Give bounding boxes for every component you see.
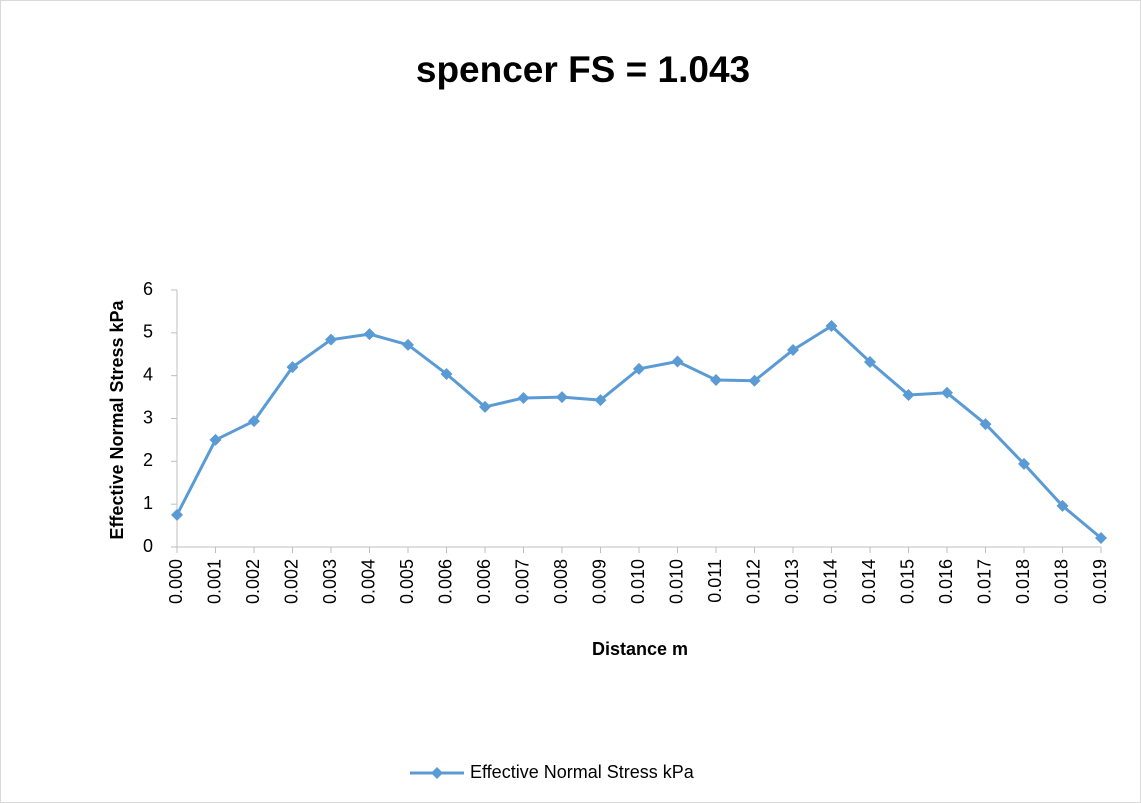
x-tick-label: 0.002 <box>243 559 263 604</box>
x-tick-label: 0.000 <box>166 559 186 604</box>
x-tick-label: 0.005 <box>397 559 417 604</box>
chart-title: spencer FS = 1.043 <box>416 49 750 90</box>
x-tick-label: 0.014 <box>859 559 879 604</box>
x-tick-label: 0.018 <box>1051 559 1071 604</box>
data-marker <box>479 400 491 413</box>
x-tick-label: 0.014 <box>820 559 840 604</box>
y-tick-label: 1 <box>143 493 153 513</box>
x-tick-label: 0.011 <box>705 559 725 603</box>
data-marker <box>710 373 722 386</box>
data-marker <box>556 391 568 404</box>
data-marker <box>517 391 530 404</box>
data-marker <box>209 433 222 446</box>
data-marker <box>325 333 337 346</box>
x-tick-label: 0.017 <box>974 559 994 604</box>
y-tick-label: 3 <box>143 407 153 427</box>
x-tick-label: 0.006 <box>435 559 455 604</box>
data-marker <box>864 355 876 368</box>
data-marker <box>825 319 838 332</box>
x-tick-label: 0.016 <box>936 559 956 604</box>
y-tick-label: 2 <box>143 450 153 470</box>
legend-marker <box>431 767 443 779</box>
x-tick-label: 0.009 <box>589 559 609 604</box>
x-tick-label: 0.015 <box>897 559 917 604</box>
y-tick-label: 5 <box>143 322 153 342</box>
x-tick-label: 0.019 <box>1090 559 1110 604</box>
y-tick-label: 0 <box>143 536 153 556</box>
data-marker <box>633 362 645 375</box>
data-marker <box>902 388 915 401</box>
x-tick-label: 0.002 <box>281 559 301 604</box>
legend-label: Effective Normal Stress kPa <box>470 762 695 782</box>
x-axis-label: Distance m <box>592 639 688 659</box>
x-tick-label: 0.013 <box>782 559 802 604</box>
data-marker <box>402 338 414 351</box>
data-marker <box>1056 499 1069 512</box>
data-marker <box>748 374 761 387</box>
y-tick-label: 4 <box>143 364 153 384</box>
x-tick-label: 0.012 <box>743 559 763 604</box>
y-tick-label: 6 <box>143 279 153 299</box>
x-tick-label: 0.004 <box>358 559 378 604</box>
x-tick-label: 0.003 <box>320 559 340 604</box>
data-marker <box>941 386 953 399</box>
data-marker <box>286 361 299 374</box>
data-marker <box>979 418 992 431</box>
data-marker <box>171 508 183 521</box>
data-marker <box>248 415 260 428</box>
data-marker <box>1018 457 1030 470</box>
x-tick-label: 0.018 <box>1013 559 1033 604</box>
data-marker <box>787 343 799 356</box>
x-tick-label: 0.006 <box>474 559 494 604</box>
y-axis-label: Effective Normal Stress kPa <box>107 299 127 539</box>
x-tick-label: 0.008 <box>551 559 571 604</box>
x-tick-label: 0.001 <box>204 559 224 604</box>
x-tick-label: 0.010 <box>666 559 686 604</box>
data-marker <box>1095 532 1107 545</box>
x-tick-label: 0.007 <box>512 559 532 604</box>
data-marker <box>594 394 607 407</box>
data-marker <box>440 367 453 380</box>
data-marker <box>671 355 684 368</box>
data-marker <box>363 328 376 341</box>
x-tick-label: 0.010 <box>628 559 648 604</box>
